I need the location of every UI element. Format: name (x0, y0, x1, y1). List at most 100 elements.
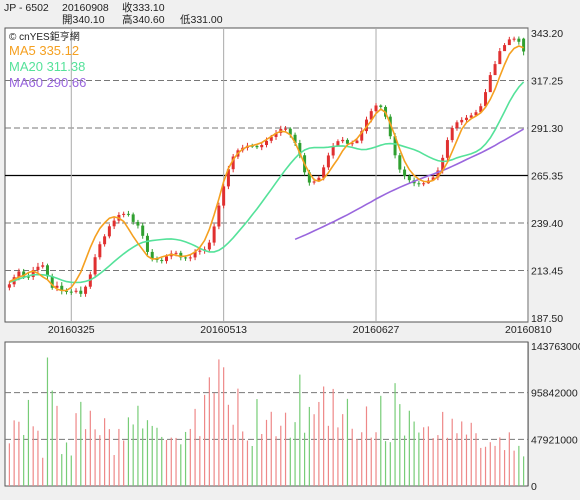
candle-body (336, 141, 340, 146)
candle (222, 183, 226, 209)
candle (455, 120, 459, 131)
candle-body (341, 139, 345, 142)
candle (60, 282, 64, 295)
candle-body (193, 251, 197, 258)
candle-body (31, 270, 35, 277)
trade-date: 20160908 (62, 2, 109, 14)
candle-body (198, 250, 202, 252)
candle (145, 233, 149, 256)
candle-body (217, 205, 221, 227)
candle-body (188, 257, 192, 259)
candle (93, 254, 97, 278)
candle-body (65, 290, 69, 292)
candle-body (350, 143, 354, 145)
candle (198, 248, 202, 255)
candle (464, 115, 468, 122)
candle (484, 89, 488, 107)
candle (207, 239, 211, 252)
candle-body (212, 226, 216, 243)
legend-ma20: MA20 311.38 (9, 59, 85, 74)
candle (360, 128, 364, 144)
legend-ma5: MA5 335.12 (9, 43, 79, 58)
candle-body (307, 172, 311, 183)
candle-body (364, 119, 368, 132)
price-tick-label: 317.25 (531, 76, 563, 88)
candle (507, 36, 511, 46)
candle (141, 222, 145, 239)
candle-body (317, 177, 321, 182)
candle-body (474, 112, 478, 116)
candle (445, 137, 449, 161)
candle-body (326, 155, 330, 168)
candle-body (69, 291, 73, 293)
price-tick-label: 291.30 (531, 123, 563, 135)
candle-body (379, 105, 383, 107)
candle (374, 103, 378, 114)
candle (417, 181, 421, 187)
candle (103, 234, 107, 247)
high-price: 高340.60 (122, 13, 165, 26)
candle-body (417, 183, 421, 185)
candle-body (165, 256, 169, 262)
candle (179, 250, 183, 261)
candle (231, 153, 235, 173)
candle (407, 174, 411, 184)
legend-ma60: MA60 290.66 (9, 75, 86, 90)
candle-body (360, 131, 364, 141)
candle-body (17, 271, 21, 278)
candle-body (179, 252, 183, 258)
brand-watermark: © cnYES鉅亨網 (9, 30, 80, 43)
candle-body (293, 134, 297, 144)
candle (469, 112, 473, 119)
candle (498, 48, 502, 65)
candle-body (484, 92, 488, 107)
low-price: 低331.00 (180, 13, 223, 26)
candle-body (284, 128, 288, 130)
candle-body (7, 284, 11, 288)
ma20-line (9, 81, 525, 284)
candle-body (107, 226, 111, 237)
candle-body (431, 177, 435, 181)
candle (388, 114, 392, 140)
candle (136, 219, 140, 229)
candle-body (445, 140, 449, 158)
candle-body (184, 257, 188, 259)
candle (336, 139, 340, 146)
candle-body (50, 276, 54, 288)
candle-body (260, 145, 264, 148)
candle-body (141, 225, 145, 236)
candle-body (126, 213, 130, 215)
candle (79, 286, 83, 297)
candle (503, 43, 507, 52)
candle (317, 175, 321, 182)
candle-body (436, 170, 440, 178)
candle-body (207, 242, 211, 250)
candle-body (288, 128, 292, 135)
candle-body (422, 183, 426, 185)
candle-body (174, 252, 178, 254)
open-price: 開340.10 (62, 14, 105, 26)
candle-body (231, 156, 235, 170)
candle (479, 103, 483, 113)
candle-body (503, 45, 507, 52)
volume-tick-label: 95842000 (531, 388, 578, 400)
volume-tick-label: 47921000 (531, 434, 578, 446)
volume-tick-label: 143763000 (531, 341, 580, 353)
candle-body (322, 167, 326, 178)
candle (7, 281, 11, 291)
ma5-line (9, 45, 524, 292)
candle-body (512, 38, 516, 40)
candle-body (98, 244, 102, 258)
candle-body (345, 139, 349, 144)
candle-body (374, 105, 378, 112)
candle (36, 262, 40, 274)
candle (74, 288, 78, 294)
candle (260, 142, 264, 151)
candle-body (269, 136, 273, 141)
candle (493, 61, 497, 76)
candle (160, 257, 164, 264)
date-tick-label: 20160325 (48, 324, 95, 336)
candle-body (469, 115, 473, 118)
candle (69, 289, 73, 295)
candle-body (84, 286, 88, 294)
